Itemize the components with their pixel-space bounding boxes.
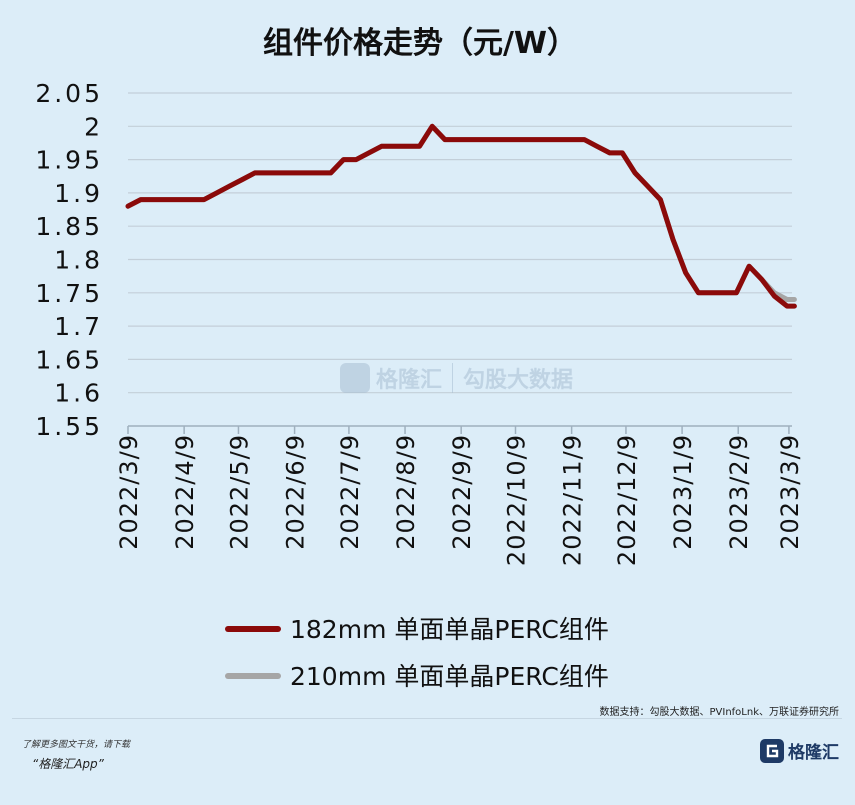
grid-lines xyxy=(128,92,792,394)
x-tick-label: 2022/6/9 xyxy=(282,434,310,550)
watermark-brand: 格隆汇 xyxy=(376,368,443,393)
data-source: 数据支持：勾股大数据、PVInfoLnk、万联证券研究所 xyxy=(599,707,840,718)
x-tick-label: 2022/8/9 xyxy=(392,434,420,550)
y-tick-label: 1.75 xyxy=(35,279,103,308)
brand-logo: 格隆汇 xyxy=(760,738,839,763)
x-axis-ticks: 2022/3/9 2022/4/9 2022/5/9 2022/6/9 2022/7/9… xyxy=(115,426,804,566)
brand-name: 格隆汇 xyxy=(788,743,839,763)
promo-text: 了解更多图文干货，请下载 xyxy=(22,740,131,750)
chart-title: 组件价格走势（元/W） xyxy=(262,26,578,61)
series-line-182mm xyxy=(125,123,797,309)
legend-label: 182mm 单面单晶PERC组件 xyxy=(290,615,609,644)
series-line-210mm xyxy=(125,123,797,302)
y-tick-label: 2.05 xyxy=(35,79,103,108)
y-tick-label: 1.7 xyxy=(54,312,103,341)
x-tick-label: 2022/7/9 xyxy=(336,434,364,550)
y-tick-label: 1.8 xyxy=(54,246,103,275)
x-tick-label: 2023/2/9 xyxy=(725,434,753,550)
legend: 182mm 单面单晶PERC组件 210mm 单面单晶PERC组件 xyxy=(225,615,609,691)
y-tick-label: 1.65 xyxy=(35,345,103,374)
series-lines xyxy=(125,123,797,309)
watermark-partner: 勾股大数据 xyxy=(463,368,574,393)
footer-divider xyxy=(12,718,842,719)
x-tick-label: 2022/3/9 xyxy=(115,434,143,550)
x-tick-label: 2022/11/9 xyxy=(559,434,587,566)
watermark: 格隆汇 勾股大数据 xyxy=(340,362,573,394)
watermark-logo-icon xyxy=(340,363,370,393)
x-tick-label: 2022/10/9 xyxy=(502,434,530,566)
x-tick-label: 2022/12/9 xyxy=(613,434,641,566)
x-tick-label: 2023/1/9 xyxy=(669,434,697,550)
watermark-divider xyxy=(452,363,454,393)
y-tick-label: 1.85 xyxy=(35,212,103,241)
line-chart: 1.55 1.6 1.65 1.7 1.75 1.8 1.85 1.9 1.95 2 2.05 20… xyxy=(35,79,804,691)
y-tick-label: 1.6 xyxy=(54,379,103,408)
legend-label: 210mm 单面单晶PERC组件 xyxy=(290,662,609,691)
x-tick-label: 2023/3/9 xyxy=(776,434,804,550)
y-tick-label: 1.95 xyxy=(35,146,103,175)
y-tick-label: 2 xyxy=(84,112,103,141)
y-tick-label: 1.55 xyxy=(35,412,103,441)
x-tick-label: 2022/5/9 xyxy=(225,434,253,550)
app-name: “格隆汇App” xyxy=(32,757,104,771)
x-tick-label: 2022/4/9 xyxy=(171,434,199,550)
y-axis-ticks: 1.55 1.6 1.65 1.7 1.75 1.8 1.85 1.9 1.95 2 2.05 xyxy=(35,79,103,441)
y-tick-label: 1.9 xyxy=(54,179,103,208)
x-tick-label: 2022/9/9 xyxy=(448,434,476,550)
brand-logo-icon xyxy=(760,738,784,763)
